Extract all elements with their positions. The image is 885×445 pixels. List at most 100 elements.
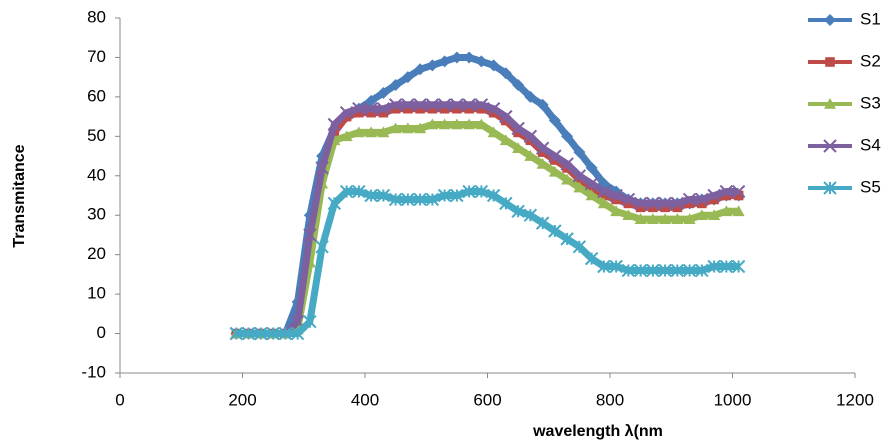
marker <box>548 224 562 238</box>
marker <box>377 86 390 99</box>
marker <box>462 98 476 112</box>
marker <box>524 90 537 103</box>
marker <box>439 103 450 114</box>
marker <box>560 157 574 171</box>
y-tick-label: 50 <box>87 126 106 145</box>
marker <box>572 169 587 183</box>
marker <box>401 98 415 112</box>
marker <box>450 98 464 112</box>
series-line <box>236 101 739 338</box>
marker <box>584 176 599 191</box>
marker <box>401 192 415 207</box>
marker <box>658 263 672 278</box>
marker <box>487 59 500 72</box>
marker <box>621 263 636 278</box>
legend-label: S2 <box>860 51 881 70</box>
marker <box>512 142 525 153</box>
marker <box>573 146 586 159</box>
marker <box>352 102 366 116</box>
marker <box>585 161 598 174</box>
marker <box>721 190 732 201</box>
marker <box>254 326 268 341</box>
marker <box>659 213 672 224</box>
marker <box>376 102 391 116</box>
marker <box>464 103 474 114</box>
y-tick-label: -10 <box>81 362 106 381</box>
marker <box>536 157 549 169</box>
marker <box>709 194 719 205</box>
marker <box>474 98 489 112</box>
x-tick-label: 200 <box>228 390 256 409</box>
y-axis-title: Transmitance <box>11 144 28 247</box>
marker <box>241 326 256 341</box>
x-tick-label: 0 <box>115 390 124 409</box>
marker <box>499 109 513 124</box>
marker <box>597 259 611 274</box>
marker <box>572 240 587 254</box>
marker <box>364 102 378 116</box>
y-tick-label: 70 <box>87 47 106 66</box>
marker <box>463 118 476 130</box>
marker <box>599 190 609 201</box>
marker <box>475 55 488 68</box>
marker <box>633 263 648 278</box>
marker <box>707 188 721 203</box>
marker <box>719 184 734 199</box>
marker <box>413 98 427 112</box>
marker <box>414 122 427 134</box>
marker <box>303 228 317 242</box>
series-line <box>236 188 739 338</box>
marker <box>609 259 623 274</box>
marker <box>672 202 683 213</box>
marker <box>535 216 550 230</box>
marker <box>425 98 440 112</box>
x-tick-label: 600 <box>473 390 501 409</box>
marker <box>365 126 378 138</box>
marker <box>229 326 244 341</box>
marker <box>401 122 414 134</box>
marker <box>452 103 462 114</box>
marker <box>597 197 610 209</box>
y-tick-label: 30 <box>87 205 106 224</box>
marker <box>684 198 695 209</box>
marker <box>474 184 489 199</box>
marker <box>670 196 685 211</box>
x-tick-label: 400 <box>351 390 379 409</box>
x-axis-title: wavelength λ(nm <box>532 423 663 440</box>
marker <box>511 121 525 136</box>
marker <box>573 181 586 193</box>
marker <box>414 63 427 76</box>
marker <box>823 181 837 195</box>
marker <box>548 114 561 127</box>
legend-label: S4 <box>860 135 881 154</box>
marker <box>695 192 709 207</box>
marker <box>719 259 734 274</box>
marker <box>426 118 439 130</box>
y-tick-label: 40 <box>87 165 106 184</box>
marker <box>548 165 561 177</box>
marker <box>610 205 623 217</box>
marker <box>585 189 598 201</box>
legend-label: S3 <box>860 93 881 112</box>
marker <box>733 190 744 201</box>
marker <box>535 141 550 155</box>
marker <box>438 118 451 130</box>
x-tick-label: 1000 <box>714 390 752 409</box>
marker <box>364 188 378 203</box>
marker <box>437 188 452 203</box>
marker <box>671 213 684 224</box>
y-tick-label: 10 <box>87 284 106 303</box>
marker <box>486 102 501 116</box>
marker <box>438 55 451 68</box>
marker <box>683 213 696 224</box>
marker <box>450 118 463 130</box>
marker <box>695 209 708 221</box>
marker <box>670 263 685 278</box>
marker <box>413 192 427 207</box>
marker <box>499 67 512 80</box>
marker <box>462 184 476 199</box>
marker <box>584 251 599 266</box>
marker <box>499 196 513 211</box>
marker <box>682 192 697 207</box>
